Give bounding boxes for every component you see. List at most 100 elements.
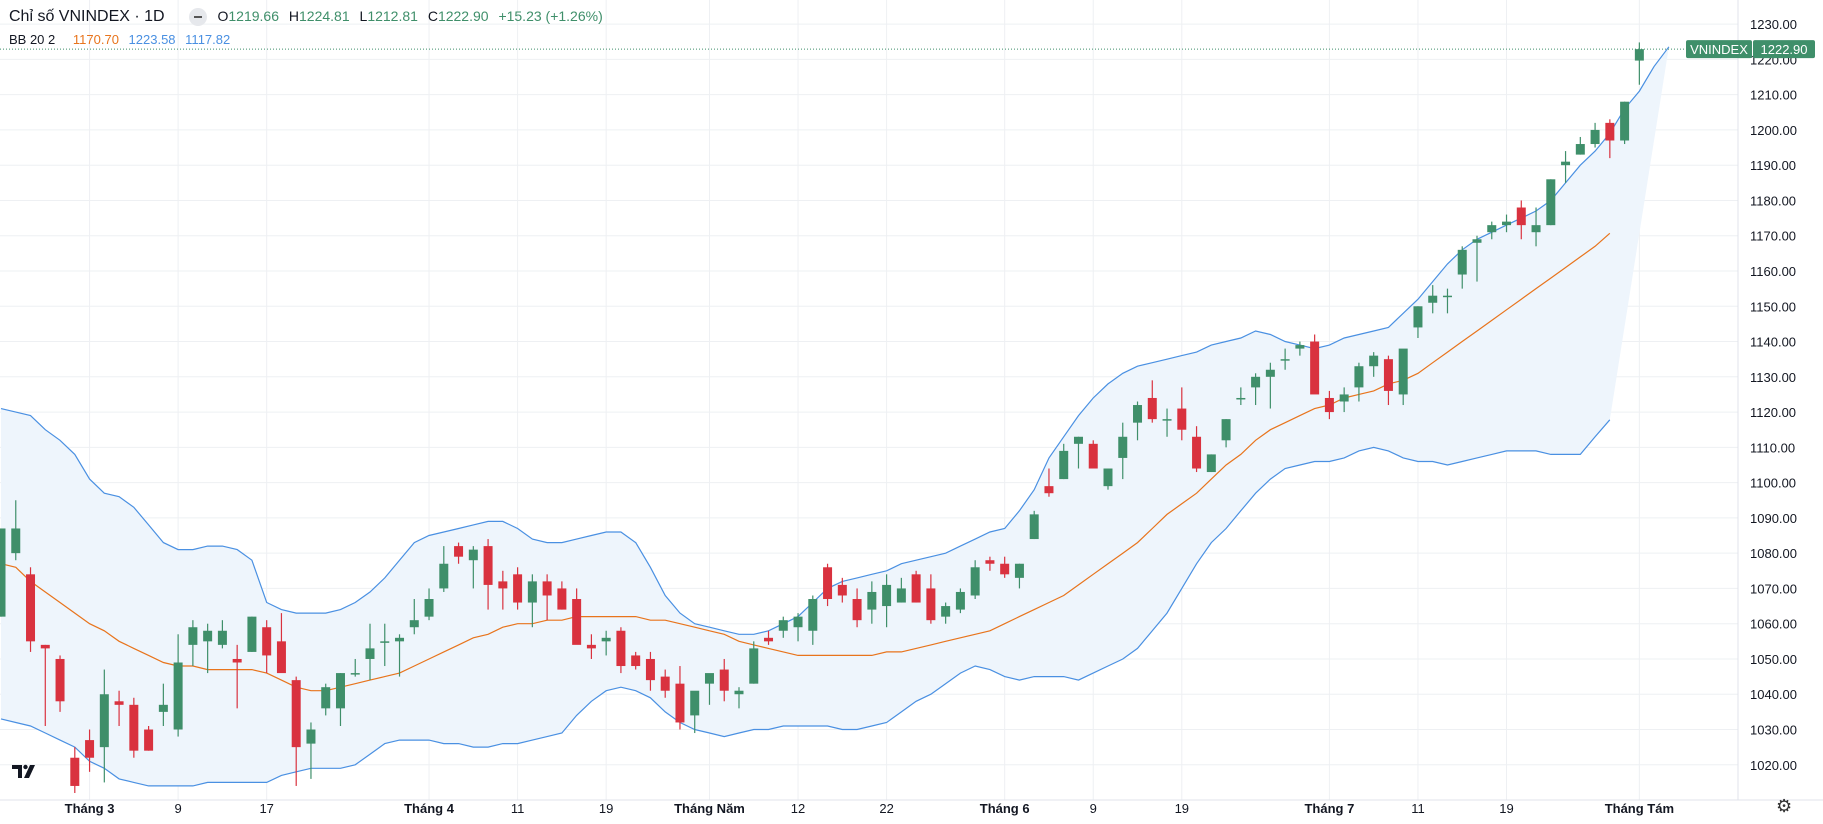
candle-body [823, 567, 833, 600]
candle-body [1192, 436, 1202, 469]
candle [1265, 362, 1275, 409]
settings-gear-icon[interactable]: ⚙ [1776, 796, 1793, 816]
candle-body [468, 549, 478, 561]
candle [365, 623, 375, 681]
y-tick-label: 1030.00 [1750, 723, 1797, 738]
candle-body [129, 704, 139, 751]
low-value: 1212.81 [367, 8, 418, 25]
symbol-title[interactable]: Chỉ số VNINDEX · 1D [9, 8, 165, 26]
candle-body [1014, 563, 1024, 578]
candle-body [70, 757, 80, 786]
candle [1428, 285, 1438, 314]
close-label: C [427, 8, 438, 25]
candle-body [276, 641, 286, 674]
candle [601, 630, 611, 656]
candle [498, 570, 508, 610]
candle-body [660, 676, 670, 691]
indicator-name[interactable]: BB 20 2 [9, 32, 56, 47]
candle-body [1088, 443, 1098, 469]
candle [350, 658, 360, 677]
x-tick-label: Tháng 7 [1304, 801, 1354, 816]
candle-body [1177, 408, 1187, 430]
candle-body [1502, 221, 1512, 226]
price-tag-symbol-bg [1686, 40, 1752, 59]
candle-body [40, 644, 50, 649]
candle-body [749, 648, 759, 684]
candle [1413, 306, 1423, 339]
indicator-legend[interactable]: BB 20 2 1170.70 1223.58 1117.82 [9, 32, 236, 47]
candle [1044, 468, 1054, 497]
collapse-legend-button[interactable] [189, 8, 208, 26]
candle-body [380, 641, 390, 643]
candle-body [808, 599, 818, 631]
candle-body [498, 581, 508, 589]
candle [321, 683, 331, 716]
candle [586, 634, 596, 659]
candle [660, 669, 670, 698]
candle [1177, 387, 1187, 441]
high-label: H [288, 8, 300, 25]
candle [1310, 334, 1320, 395]
candle [262, 620, 272, 674]
candle [70, 747, 80, 793]
candle-body [85, 740, 95, 758]
close-value: 1222.90 [437, 8, 489, 25]
time-axis[interactable]: Tháng 3 9 17 Tháng 4 11 19 Tháng Năm 12 22 Tháng … [0, 799, 1823, 816]
candle-body [690, 690, 700, 716]
candle [99, 669, 109, 783]
candle [1398, 348, 1408, 406]
candle [409, 599, 419, 635]
candle-body [557, 588, 567, 610]
change-value: +15.23 (+1.26%) [498, 8, 603, 25]
candle [808, 595, 818, 645]
candle-body [764, 637, 774, 642]
candle-body [1236, 397, 1246, 400]
candle-body [1620, 101, 1630, 141]
candle-body [158, 704, 168, 712]
candle [985, 556, 995, 571]
candle [1236, 387, 1246, 406]
y-tick-label: 1110.00 [1750, 440, 1795, 455]
candle [882, 574, 892, 628]
candle [1133, 401, 1143, 441]
candle [1147, 380, 1157, 423]
candle [1590, 122, 1600, 148]
indicator-upper-value: 1223.58 [128, 32, 176, 47]
candle [129, 697, 139, 758]
x-tick-label: 19 [599, 801, 613, 816]
tradingview-logo-icon[interactable] [10, 760, 40, 782]
x-tick-label: 17 [259, 801, 273, 816]
price-tag-value: 1222.90 [1761, 42, 1808, 57]
candle-body [1354, 366, 1364, 388]
candle-body [1442, 295, 1452, 298]
candle [1634, 42, 1644, 85]
candle [55, 655, 65, 712]
candle-body [778, 620, 788, 631]
x-tick-label: 19 [1175, 801, 1189, 816]
candle [1472, 235, 1482, 282]
x-tick-label: Tháng 6 [980, 801, 1030, 816]
candle [424, 588, 434, 621]
y-tick-label: 1060.00 [1750, 617, 1797, 632]
candle-body [645, 658, 655, 681]
candle [439, 546, 449, 592]
candle-body [335, 673, 345, 709]
candle-body [0, 528, 6, 617]
price-axis[interactable]: 1020.00 1030.00 1040.00 1050.00 1060.00 1070.… [1737, 0, 1797, 800]
candle-body [114, 701, 124, 705]
indicator-lower-value: 1117.82 [185, 32, 231, 47]
candle [675, 666, 685, 730]
candle-body [1251, 376, 1261, 388]
candle-body [631, 655, 641, 667]
y-tick-label: 1140.00 [1750, 335, 1796, 350]
candle [1118, 422, 1128, 480]
candle [395, 634, 405, 677]
candle-body [188, 627, 198, 645]
candle-body [11, 528, 21, 554]
candle-body [616, 630, 626, 667]
candle-body [1516, 207, 1526, 226]
open-value: 1219.66 [228, 8, 279, 25]
candle-body [1103, 468, 1113, 487]
candle [0, 528, 6, 617]
